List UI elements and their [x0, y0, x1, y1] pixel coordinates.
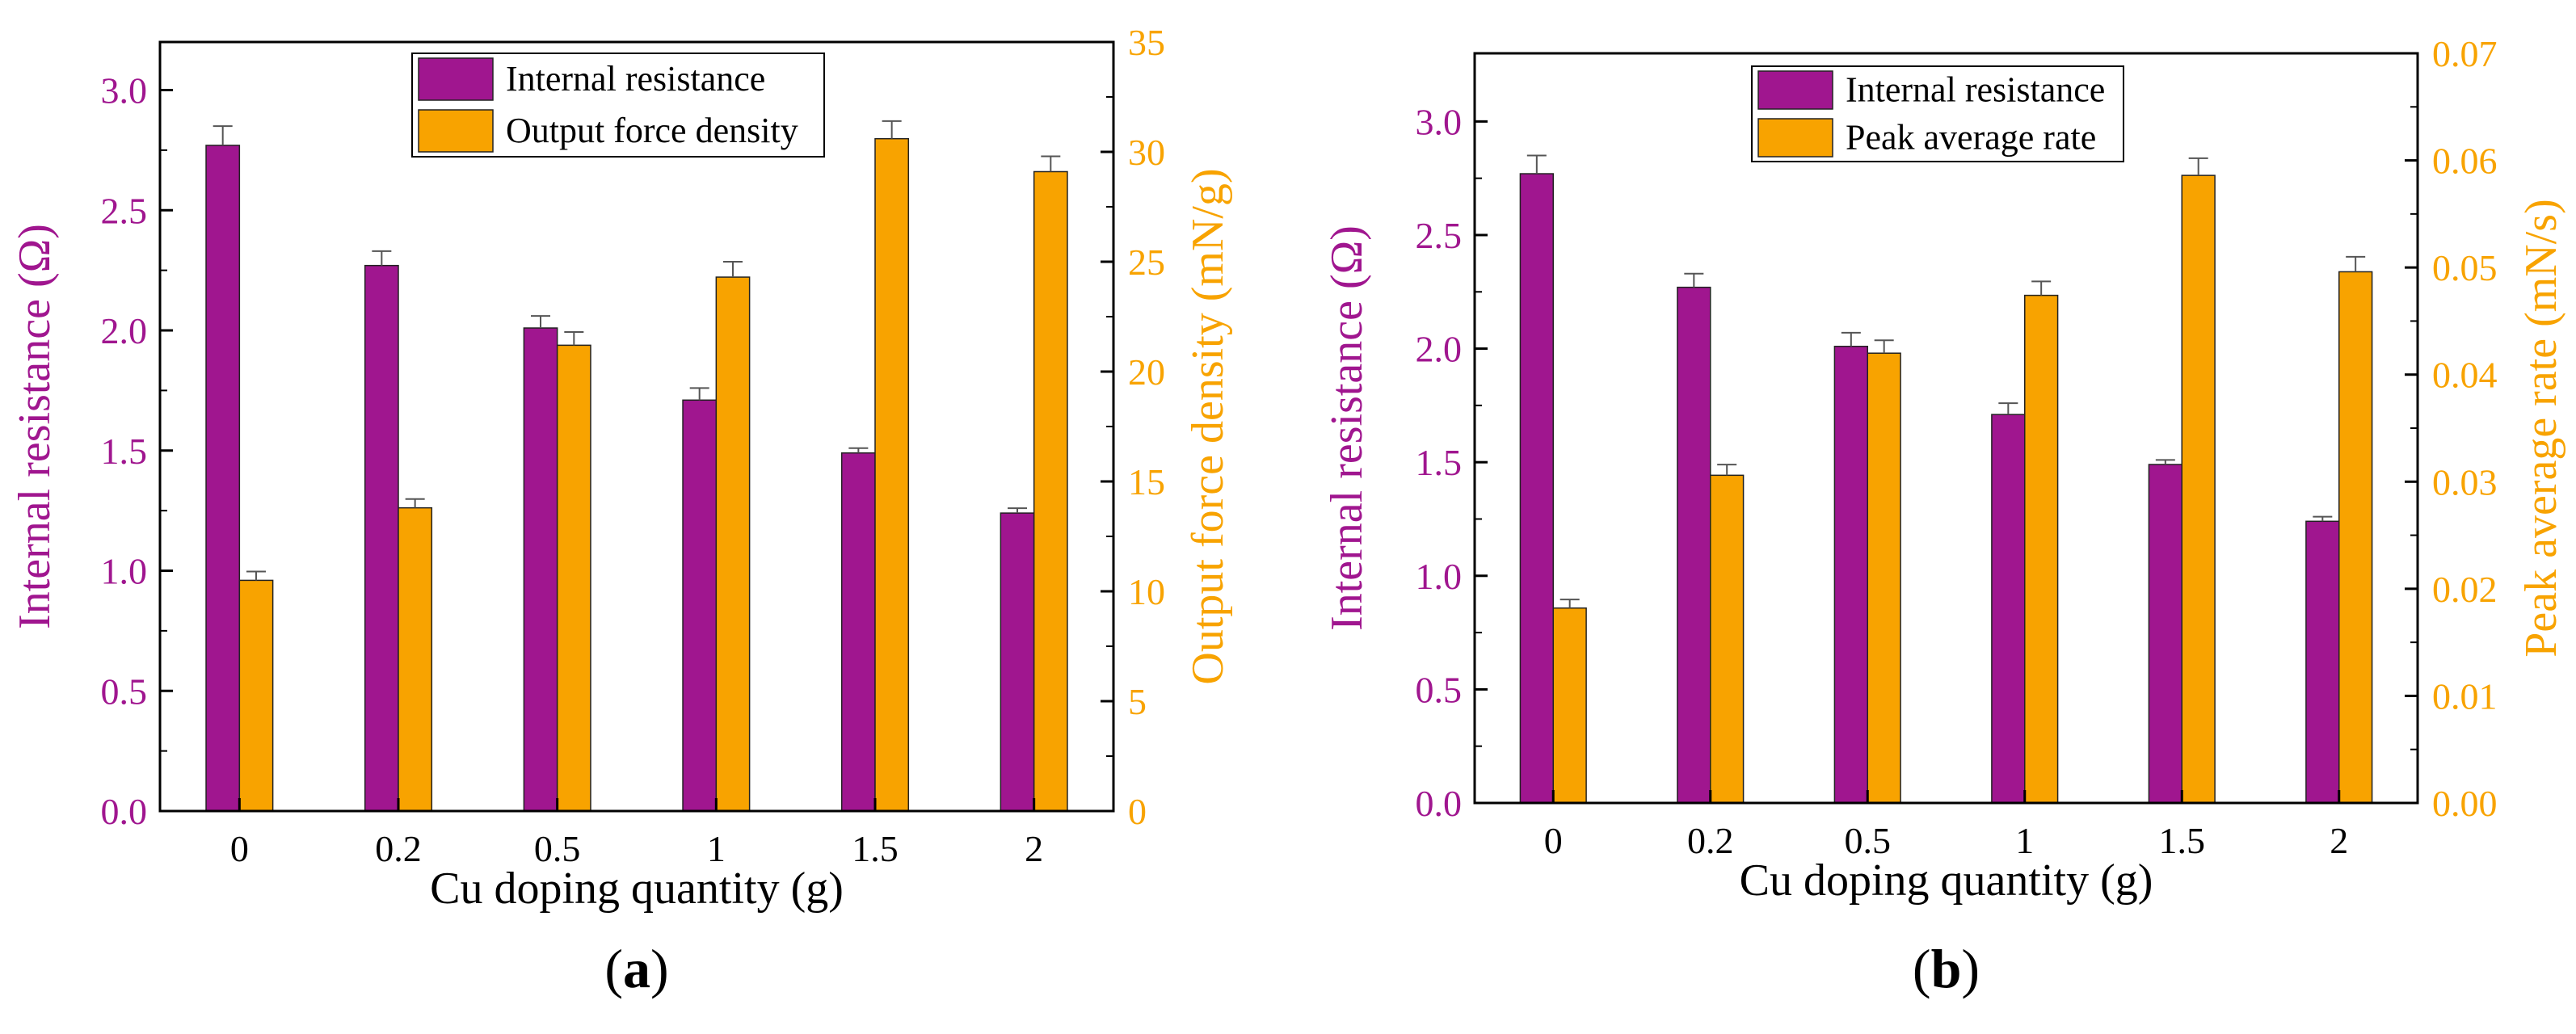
y-right-tick-label: 25: [1128, 242, 1165, 283]
y-right-axis-label: Output force density (mN/g): [1183, 168, 1233, 684]
y-right-tick-label: 0.07: [2432, 33, 2498, 74]
bar-secondary-4: [2181, 174, 2216, 804]
legend-swatch-0: [1757, 70, 1833, 110]
y-left-tick-label: 0.0: [101, 791, 148, 832]
y-right-tick-label: 0.04: [2432, 355, 2498, 396]
y-right-tick-label: 5: [1128, 681, 1147, 722]
panel-label: (b): [1913, 938, 1980, 999]
chart-panel-b: 0.0 0.5 1.0 1.5 2.0 2.5 3.0 0.00 0.01 0.02 0.03 0.0…: [1322, 33, 2566, 999]
legend-label-1: Output force density: [506, 111, 798, 150]
plot-frame: [1473, 52, 2419, 805]
bar-secondary-5: [1033, 170, 1068, 812]
bar-resistance-5: [2305, 520, 2340, 804]
y-right-tick-label: 0.06: [2432, 141, 2498, 182]
bar-resistance-3: [682, 399, 718, 812]
bar-resistance-1: [1677, 286, 1711, 804]
y-left-axis-label: Internal resistance (Ω): [10, 224, 60, 629]
x-tick-label: 0.2: [1687, 820, 1734, 861]
y-right-tick-label: 20: [1128, 351, 1165, 393]
y-left-tick-label: 3.0: [101, 70, 148, 111]
y-right-tick-label: 0.02: [2432, 569, 2498, 610]
x-tick-label: 1: [707, 828, 726, 869]
legend-swatch-1: [418, 109, 494, 153]
y-right-tick-label: 35: [1128, 22, 1165, 63]
legend-swatch-1: [1757, 118, 1833, 158]
x-tick-label: 0.5: [534, 828, 581, 869]
bar-secondary-1: [1710, 474, 1745, 804]
y-left-tick-label: 2.5: [101, 190, 148, 231]
bar-resistance-4: [2148, 464, 2183, 804]
y-right-tick-label: 0.00: [2432, 783, 2498, 824]
bar-secondary-3: [2024, 294, 2059, 804]
bar-secondary-4: [874, 137, 910, 812]
y-left-tick-label: 1.5: [101, 431, 148, 472]
y-right-tick-label: 15: [1128, 461, 1165, 502]
bar-secondary-3: [715, 276, 751, 812]
y-right-axis-label: Peak average rate (mN/s): [2516, 199, 2566, 658]
x-tick-label: 0.2: [375, 828, 422, 869]
y-left-tick-label: 1.0: [1416, 556, 1463, 597]
legend: Internal resistance Peak average rate: [1751, 65, 2124, 162]
bar-secondary-0: [1552, 607, 1587, 804]
bar-secondary-5: [2338, 271, 2373, 804]
y-left-tick-label: 3.0: [1416, 101, 1463, 142]
chart-panel-a: 0.0 0.5 1.0 1.5 2.0 2.5 3.0 0 5 10 15 20 25 30 35 0 0.2 0…: [10, 22, 1233, 999]
y-left-tick-label: 2.5: [1416, 215, 1463, 256]
y-left-tick-label: 2.0: [101, 310, 148, 351]
x-tick-label: 1.5: [2159, 820, 2206, 861]
bar-resistance-3: [1991, 414, 2026, 804]
legend-swatch-0: [418, 57, 494, 101]
bar-resistance-2: [1833, 346, 1869, 804]
legend-label-0: Internal resistance: [1846, 70, 2105, 110]
y-right-tick-label: 10: [1128, 571, 1165, 612]
x-tick-label: 1.5: [852, 828, 899, 869]
x-tick-label: 2: [1025, 828, 1043, 869]
x-tick-label: 0: [1544, 820, 1563, 861]
bar-resistance-4: [840, 452, 876, 812]
y-left-tick-label: 0.0: [1416, 783, 1463, 824]
x-axis-label: Cu doping quantity (g): [1740, 855, 2153, 906]
panel-label: (a): [604, 938, 668, 999]
bar-resistance-2: [523, 327, 558, 812]
x-axis-label: Cu doping quantity (g): [430, 864, 844, 914]
bar-secondary-1: [398, 506, 433, 812]
x-tick-label: 0.5: [1845, 820, 1892, 861]
y-right-tick-label: 0: [1128, 791, 1147, 832]
bar-secondary-2: [556, 344, 591, 812]
y-left-tick-label: 0.5: [101, 670, 148, 712]
bar-resistance-1: [364, 264, 399, 812]
bar-secondary-2: [1867, 352, 1901, 804]
y-right-tick-label: 0.05: [2432, 247, 2498, 288]
y-right-tick-label: 0.03: [2432, 461, 2498, 502]
y-right-tick-label: 0.01: [2432, 675, 2498, 717]
y-left-tick-label: 2.0: [1416, 329, 1463, 370]
bar-secondary-0: [238, 579, 274, 812]
bar-resistance-0: [205, 145, 241, 812]
x-tick-label: 0: [230, 828, 249, 869]
legend: Internal resistance Output force density: [411, 53, 825, 158]
legend-label-0: Internal resistance: [506, 59, 765, 99]
x-tick-label: 1: [2015, 820, 2034, 861]
y-right-tick-label: 30: [1128, 132, 1165, 173]
x-tick-label: 2: [2330, 820, 2348, 861]
y-left-tick-label: 1.0: [101, 551, 148, 592]
bar-resistance-0: [1519, 173, 1555, 804]
y-left-axis-label: Internal resistance (Ω): [1322, 225, 1372, 631]
bar-resistance-5: [1000, 512, 1035, 812]
y-left-tick-label: 0.5: [1416, 669, 1463, 710]
y-left-tick-label: 1.5: [1416, 442, 1463, 483]
legend-label-1: Peak average rate: [1846, 118, 2096, 158]
